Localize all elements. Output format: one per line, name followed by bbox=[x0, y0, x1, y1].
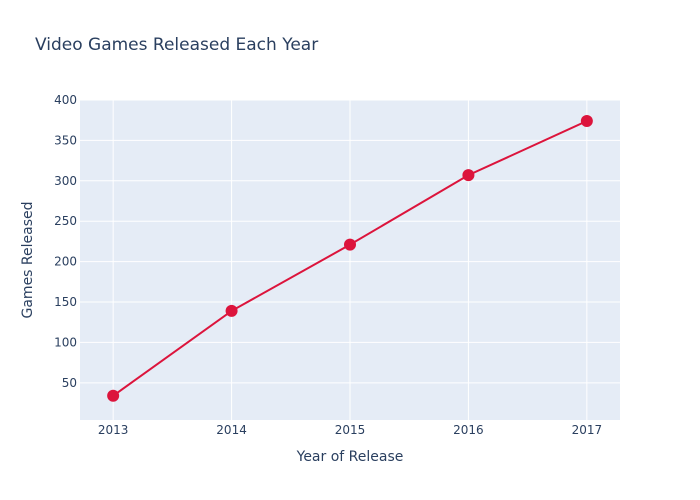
y-tick-label: 50 bbox=[62, 376, 77, 390]
y-axis-label: Games Released bbox=[20, 201, 36, 318]
x-tick-label: 2014 bbox=[216, 423, 247, 437]
x-tick-label: 2016 bbox=[453, 423, 484, 437]
chart-title: Video Games Released Each Year bbox=[35, 35, 318, 55]
x-axis-ticks: 2013 2014 2015 2016 2017 bbox=[98, 423, 602, 437]
grid-lines bbox=[80, 99, 620, 420]
y-tick-label: 400 bbox=[54, 93, 77, 107]
x-tick-label: 2015 bbox=[335, 423, 366, 437]
y-tick-label: 100 bbox=[54, 335, 77, 349]
data-point bbox=[225, 304, 238, 317]
y-tick-label: 150 bbox=[54, 295, 77, 309]
y-tick-label: 300 bbox=[54, 174, 77, 188]
data-point bbox=[462, 169, 475, 182]
y-axis-ticks: 50 100 150 200 250 300 350 400 bbox=[54, 93, 77, 390]
x-axis-label: Year of Release bbox=[296, 449, 404, 465]
series-markers bbox=[107, 115, 593, 402]
y-tick-label: 250 bbox=[54, 214, 77, 228]
data-point bbox=[344, 238, 356, 251]
x-tick-label: 2013 bbox=[98, 423, 129, 437]
x-tick-label: 2017 bbox=[572, 423, 603, 437]
data-point bbox=[580, 115, 593, 128]
data-point bbox=[107, 389, 120, 402]
y-tick-label: 350 bbox=[54, 133, 77, 147]
y-tick-label: 200 bbox=[54, 255, 77, 269]
